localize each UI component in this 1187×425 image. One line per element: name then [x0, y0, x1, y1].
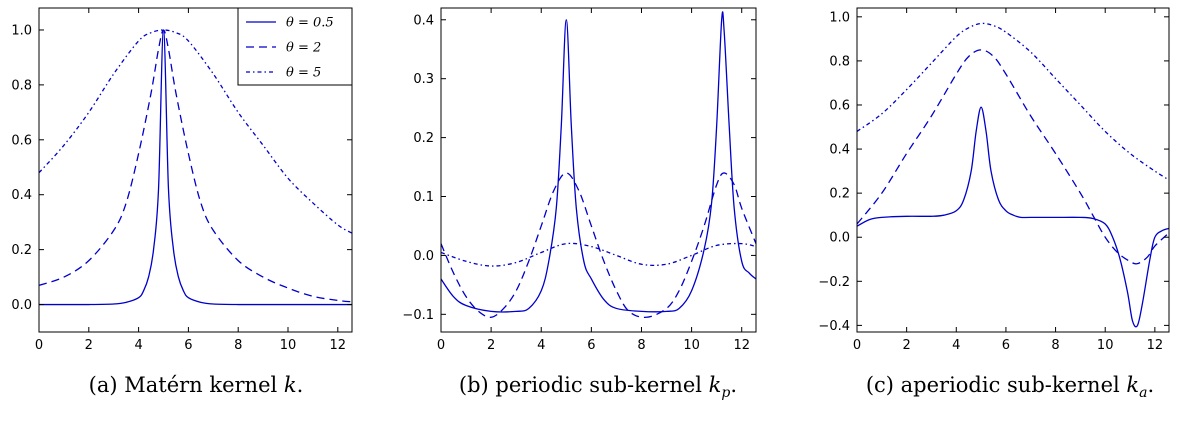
- chart-panel-1: 0 2 4 6 8 10 120.00.20.40.60.81.0θ = 0.5θ = 2θ…: [11, 7, 353, 397]
- x-tick-label: 8: [1051, 338, 1059, 353]
- y-tick-label: 0.8: [829, 54, 850, 69]
- y-tick-label: 0.0: [413, 249, 434, 264]
- x-tick-label: 12: [330, 338, 347, 353]
- y-tick-label: 0.6: [829, 98, 850, 113]
- x-tick-label: 10: [683, 338, 700, 353]
- x-tick-label: 8: [637, 338, 645, 353]
- x-tick-label: 10: [1097, 338, 1114, 353]
- x-tick-label: 12: [733, 338, 750, 353]
- x-tick-label: 8: [234, 338, 242, 353]
- x-tick-label: 6: [1002, 338, 1010, 353]
- series-line-solid: [39, 29, 352, 306]
- series-line-dashed: [39, 29, 352, 303]
- x-tick-label: 0: [853, 338, 861, 353]
- x-tick-label: 10: [280, 338, 297, 353]
- y-tick-label: 0.0: [11, 298, 32, 313]
- series-group: [39, 29, 352, 306]
- panel-caption: (c) aperiodic sub-kernel ka.: [866, 373, 1154, 401]
- y-tick-label: 0.1: [413, 190, 434, 205]
- legend: θ = 0.5 θ = 2 θ = 5: [237, 7, 353, 86]
- legend-label: θ = 5: [286, 66, 321, 81]
- y-tick-label: 0.6: [11, 133, 32, 148]
- x-tick-label: 4: [952, 338, 960, 353]
- y-tick-label: 0.4: [829, 143, 850, 158]
- y-tick-label: 0.2: [11, 243, 32, 258]
- legend-label: θ = 0.5: [286, 16, 334, 31]
- series-line-solid: [441, 11, 756, 313]
- chart-panel-3: 0 2 4 6 8 10 12 −0.4 −0.2 0.0 0.2 0.4 0.6 0.8 1.0 (c) a…: [818, 7, 1170, 401]
- y-tick-label: 0.8: [11, 78, 32, 93]
- x-tick-label: 0: [437, 338, 445, 353]
- axes-frame: [856, 7, 1170, 333]
- y-tick-label: 0.4: [413, 13, 434, 28]
- x-tick-label: 2: [85, 338, 93, 353]
- y-tick-label: −0.2: [818, 275, 850, 290]
- panel-caption: (b) periodic sub-kernel kp.: [459, 373, 737, 401]
- series-group: [857, 22, 1169, 328]
- x-tick-label: 12: [1147, 338, 1164, 353]
- x-tick-label: 6: [184, 338, 192, 353]
- series-line-dashdot: [857, 22, 1169, 181]
- axes-frame: [440, 7, 757, 333]
- legend-box: [237, 7, 353, 86]
- series-group: [441, 11, 756, 318]
- y-tick-label: 1.0: [11, 23, 32, 38]
- y-tick-label: 0.0: [829, 231, 850, 246]
- series-line-dashed: [857, 49, 1169, 265]
- x-tick-label: 6: [587, 338, 595, 353]
- series-line-solid: [857, 106, 1169, 328]
- y-tick-label: 0.2: [413, 131, 434, 146]
- x-tick-label: 4: [134, 338, 142, 353]
- series-line-dashdot: [441, 242, 756, 267]
- panel-caption: (a) Matérn kernel k.: [89, 373, 304, 397]
- y-tick-label: −0.4: [818, 319, 850, 334]
- x-tick-label: 4: [537, 338, 545, 353]
- axes-frame: [38, 7, 353, 333]
- series-line-dashed: [441, 172, 756, 318]
- y-tick-label: 0.3: [413, 72, 434, 87]
- x-tick-label: 2: [903, 338, 911, 353]
- y-tick-label: 1.0: [829, 10, 850, 25]
- x-tick-label: 0: [35, 338, 43, 353]
- y-tick-label: 0.2: [829, 187, 850, 202]
- chart-panel-2: 0 2 4 6 8 10 12 −0.1 0.0 0.1 0.2 0.3 0.4 (b) periodic…: [402, 7, 757, 401]
- y-tick-label: −0.1: [402, 308, 434, 323]
- legend-label: θ = 2: [286, 41, 321, 56]
- y-tick-label: 0.4: [11, 188, 32, 203]
- x-tick-label: 2: [487, 338, 495, 353]
